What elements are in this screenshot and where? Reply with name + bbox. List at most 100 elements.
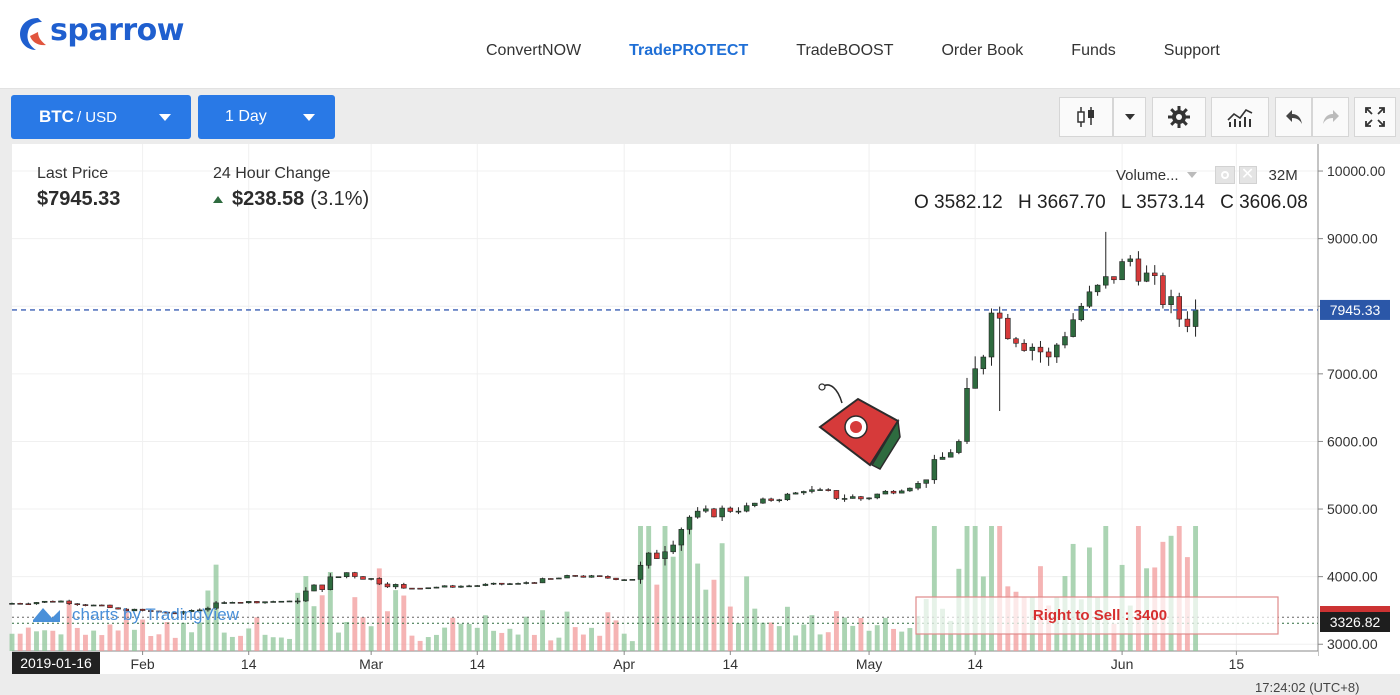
candle: [196, 608, 203, 612]
nav-item-support[interactable]: Support: [1163, 42, 1220, 59]
candle-body: [499, 582, 505, 585]
candle-body: [482, 583, 489, 586]
candle-body: [694, 510, 701, 518]
rts-box[interactable]: [915, 596, 1279, 635]
candle: [964, 377, 970, 444]
candle: [490, 582, 497, 586]
nav-item-tradeboost[interactable]: TradeBOOST: [796, 42, 894, 59]
close-icon[interactable]: ✕: [1238, 166, 1257, 184]
volume-bar: [556, 637, 562, 651]
nav-item-convertnow[interactable]: ConvertNOW: [486, 42, 582, 59]
volume-bar: [907, 628, 913, 651]
fullscreen-icon: [1365, 107, 1385, 127]
x-tick-label: Jun: [1111, 656, 1134, 672]
pair-selector[interactable]: BTC / USD: [11, 95, 191, 139]
logo[interactable]: sparrow: [16, 12, 185, 52]
undo-button[interactable]: [1275, 97, 1312, 137]
chevron-down-icon: [159, 114, 171, 121]
price-chart[interactable]: 3000.004000.005000.006000.007000.008000.…: [0, 144, 1400, 695]
candle-body: [825, 489, 831, 491]
candle: [931, 454, 938, 484]
volume-bar: [727, 606, 733, 651]
candle-body: [286, 600, 293, 603]
candle: [858, 495, 864, 501]
candle: [923, 479, 929, 488]
candle-body: [41, 600, 48, 603]
candle-body: [1160, 275, 1166, 305]
x-axis: Feb 14 Mar 14 Apr 14 May 14 Jun 15: [131, 651, 1244, 672]
volume-bar: [597, 635, 603, 651]
candle: [547, 578, 554, 580]
volume-bar: [531, 634, 537, 651]
nav-item-funds[interactable]: Funds: [1071, 42, 1116, 59]
candle: [670, 540, 676, 555]
nav-item-order-book[interactable]: Order Book: [941, 42, 1024, 59]
volume-bar: [393, 590, 399, 651]
chart-type-dropdown[interactable]: [1113, 97, 1146, 137]
chart-canvas[interactable]: 3000.004000.005000.006000.007000.008000.…: [0, 144, 1400, 695]
volume-bar: [311, 606, 317, 651]
candle-body: [907, 487, 913, 492]
logo-text: sparrow: [50, 12, 185, 48]
timeframe-selector[interactable]: 1 Day: [198, 95, 335, 139]
x-tick-label: 14: [967, 656, 983, 672]
candle: [286, 600, 293, 603]
candle-body: [352, 572, 358, 577]
volume-bar: [164, 622, 170, 651]
volume-bar: [507, 628, 513, 651]
x-tick-label: 14: [723, 656, 739, 672]
watermark-text: charts by TradingView: [72, 605, 240, 624]
nav-item-tradeprotect[interactable]: TradePROTECT: [629, 42, 749, 59]
candle: [776, 498, 783, 503]
y-tick-label: 9000.00: [1327, 231, 1378, 247]
candle-body: [99, 604, 105, 607]
candle-body: [66, 600, 72, 605]
candle: [74, 603, 81, 606]
settings-button[interactable]: [1152, 97, 1206, 137]
candle-body: [972, 368, 978, 389]
candle: [50, 600, 56, 603]
candle-body: [466, 585, 472, 588]
candle-body: [849, 496, 856, 499]
volume-bar: [156, 634, 162, 651]
redo-button[interactable]: [1312, 97, 1349, 137]
volume-bar: [34, 631, 39, 651]
candle: [1152, 265, 1158, 285]
chart-type-button[interactable]: [1059, 97, 1113, 137]
candle: [164, 611, 170, 614]
candle: [9, 602, 15, 605]
volume-bar: [99, 635, 105, 651]
candle: [450, 584, 456, 588]
candlestick-icon: [1077, 107, 1094, 127]
volume-bar: [466, 624, 472, 651]
volume-bar: [246, 628, 252, 651]
volume-label[interactable]: Volume...: [1116, 166, 1179, 184]
fullscreen-button[interactable]: [1354, 97, 1396, 137]
volume-bar: [687, 526, 692, 651]
candle: [752, 502, 758, 508]
candle: [1135, 251, 1142, 286]
candle-body: [817, 489, 823, 491]
volume-bar: [646, 526, 652, 651]
eye-icon[interactable]: [1214, 166, 1235, 184]
candle-body: [564, 575, 570, 579]
volume-bar: [221, 632, 227, 651]
candle: [237, 601, 244, 604]
volume-bar: [352, 597, 358, 651]
volume-bar: [858, 618, 864, 651]
clock-display: 17:24:02 (UTC+8): [1255, 680, 1360, 695]
candle-body: [90, 604, 97, 607]
indicators-button[interactable]: [1211, 97, 1269, 137]
volume-legend: Volume... ✕ 32M: [1116, 166, 1298, 184]
chevron-down-icon[interactable]: [1186, 172, 1197, 178]
candle-body: [784, 493, 791, 501]
volume-bar: [205, 590, 211, 651]
candle: [874, 493, 880, 500]
volume-bar: [1135, 526, 1141, 651]
tradingview-watermark[interactable]: charts by TradingView: [33, 605, 240, 624]
candle-body: [515, 583, 521, 585]
candle-body: [980, 356, 987, 370]
candle: [131, 608, 138, 612]
candle: [99, 604, 105, 607]
volume-bar: [1111, 623, 1117, 651]
